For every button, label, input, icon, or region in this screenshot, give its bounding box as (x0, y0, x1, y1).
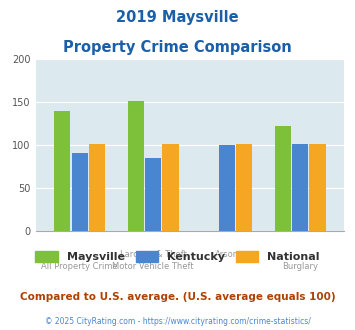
Text: © 2025 CityRating.com - https://www.cityrating.com/crime-statistics/: © 2025 CityRating.com - https://www.city… (45, 317, 310, 326)
Text: 2019 Maysville: 2019 Maysville (116, 10, 239, 25)
Text: Larceny & Theft: Larceny & Theft (120, 250, 187, 259)
Text: All Property Crime: All Property Crime (41, 262, 118, 271)
Bar (89, 144, 105, 231)
Bar (275, 126, 291, 231)
Bar (72, 153, 88, 231)
Bar (236, 144, 252, 231)
Text: Property Crime Comparison: Property Crime Comparison (63, 40, 292, 54)
Bar (145, 158, 161, 231)
Legend: Maysville, Kentucky, National: Maysville, Kentucky, National (31, 247, 324, 267)
Text: Compared to U.S. average. (U.S. average equals 100): Compared to U.S. average. (U.S. average … (20, 292, 335, 302)
Bar (310, 144, 326, 231)
Bar (219, 145, 235, 231)
Text: Arson: Arson (215, 250, 239, 259)
Bar (292, 144, 308, 231)
Bar (54, 111, 70, 231)
Bar (128, 101, 144, 231)
Bar (162, 144, 179, 231)
Text: Burglary: Burglary (282, 262, 318, 271)
Text: Motor Vehicle Theft: Motor Vehicle Theft (112, 262, 194, 271)
